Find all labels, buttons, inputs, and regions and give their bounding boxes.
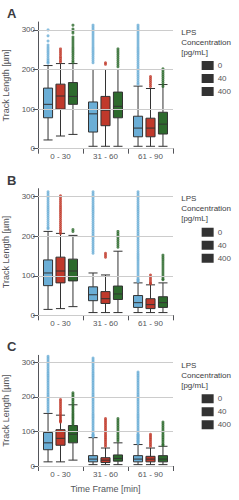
svg-text:40: 40: [218, 241, 227, 250]
svg-text:0: 0: [31, 144, 36, 153]
svg-text:Time Frame [min]: Time Frame [min]: [70, 484, 140, 494]
svg-text:400: 400: [218, 254, 232, 263]
svg-text:0: 0: [218, 228, 223, 237]
svg-text:300: 300: [22, 358, 36, 367]
svg-text:0: 0: [31, 311, 36, 320]
svg-text:Track Length [µm]: Track Length [µm]: [1, 49, 11, 121]
svg-text:Concentration: Concentration: [181, 371, 231, 380]
svg-text:40: 40: [218, 74, 227, 83]
svg-text:31 - 60: 31 - 60: [93, 470, 118, 479]
svg-text:[pg/mL]: [pg/mL]: [181, 214, 208, 223]
svg-text:0 - 30: 0 - 30: [50, 319, 71, 328]
svg-text:400: 400: [218, 420, 232, 429]
svg-text:B: B: [7, 173, 16, 188]
svg-text:61 - 90: 61 - 90: [138, 470, 163, 479]
svg-text:[pg/mL]: [pg/mL]: [181, 381, 208, 390]
svg-text:61 - 90: 61 - 90: [138, 152, 163, 161]
svg-text:0: 0: [218, 394, 223, 403]
svg-text:LPS: LPS: [181, 194, 196, 203]
svg-text:300: 300: [22, 192, 36, 201]
svg-text:LPS: LPS: [181, 361, 196, 370]
svg-text:C: C: [7, 339, 17, 354]
svg-text:40: 40: [218, 407, 227, 416]
svg-text:0 - 30: 0 - 30: [50, 152, 71, 161]
svg-text:LPS: LPS: [181, 28, 196, 37]
svg-text:100: 100: [22, 427, 36, 436]
svg-text:A: A: [7, 6, 17, 21]
svg-text:0: 0: [218, 61, 223, 70]
svg-text:Track Length [µm]: Track Length [µm]: [1, 374, 11, 446]
svg-text:200: 200: [22, 392, 36, 401]
svg-text:0: 0: [31, 462, 36, 471]
svg-text:200: 200: [22, 232, 36, 241]
svg-text:200: 200: [22, 65, 36, 74]
svg-text:400: 400: [218, 87, 232, 96]
svg-text:0 - 30: 0 - 30: [50, 470, 71, 479]
svg-text:300: 300: [22, 25, 36, 34]
svg-text:61 - 90: 61 - 90: [138, 319, 163, 328]
svg-text:Track Length [µm]: Track Length [µm]: [1, 216, 11, 288]
svg-text:Concentration: Concentration: [181, 204, 231, 213]
svg-text:100: 100: [22, 105, 36, 114]
svg-text:100: 100: [22, 271, 36, 280]
svg-text:31 - 60: 31 - 60: [93, 319, 118, 328]
svg-text:31 - 60: 31 - 60: [93, 152, 118, 161]
svg-text:[pg/mL]: [pg/mL]: [181, 48, 208, 57]
svg-text:Concentration: Concentration: [181, 38, 231, 47]
